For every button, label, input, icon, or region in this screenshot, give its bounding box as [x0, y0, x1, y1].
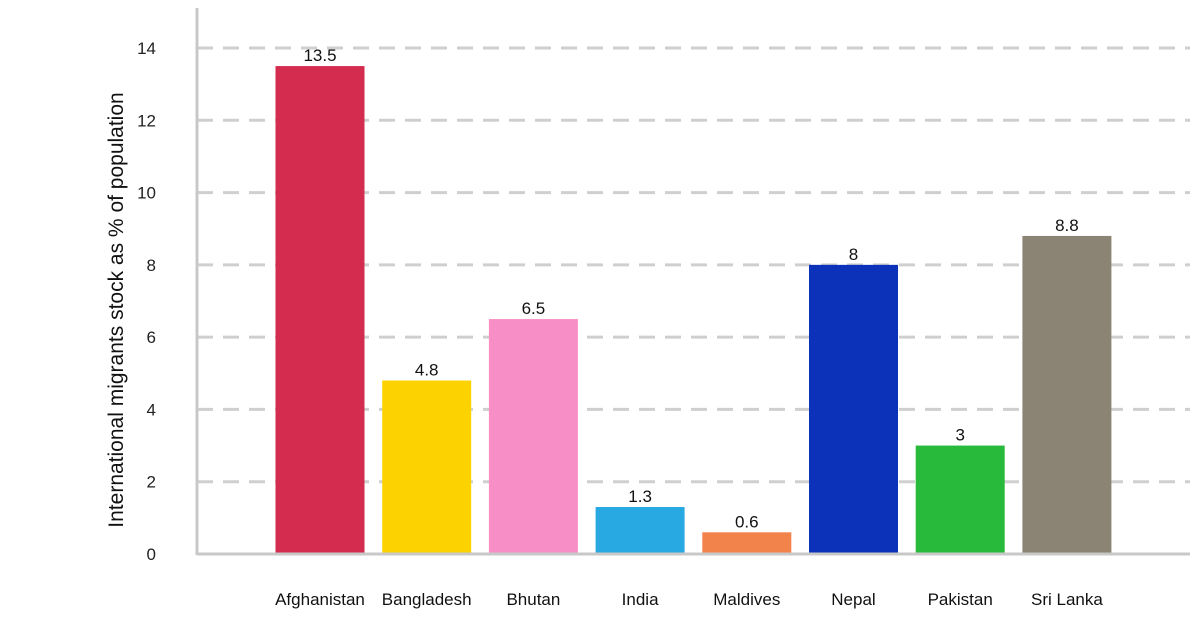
y-tick-label: 6: [147, 328, 156, 347]
bar: [809, 264, 898, 554]
data-label: 8.8: [1055, 216, 1079, 235]
y-tick-labels: 0 2 4 6 8 10 12 14: [137, 39, 156, 564]
x-tick-label: India: [622, 590, 659, 609]
bar: [702, 532, 792, 554]
x-tick-label: Pakistan: [928, 590, 993, 609]
bar: [488, 319, 578, 554]
x-tick-label: Sri Lanka: [1031, 590, 1103, 609]
data-label: 6.5: [522, 299, 546, 318]
x-tick-label: Bhutan: [506, 590, 560, 609]
y-tick-label: 10: [137, 184, 156, 203]
bar: [595, 507, 685, 554]
y-axis-title: International migrants stock as % of pop…: [105, 92, 128, 527]
bar: [382, 380, 472, 554]
bar: [1022, 235, 1112, 554]
y-tick-label: 8: [147, 256, 156, 275]
x-tick-label: Bangladesh: [382, 590, 472, 609]
y-tick-label: 4: [147, 400, 156, 419]
bars: [275, 66, 1112, 555]
x-tick-labels: Afghanistan Bangladesh Bhutan India Maldives…: [275, 590, 1103, 609]
y-tick-label: 2: [147, 473, 156, 492]
y-tick-label: 12: [137, 111, 156, 130]
bar: [915, 445, 1005, 554]
y-tick-label: 14: [137, 39, 156, 58]
data-labels: 13.5 4.8 6.5 1.3 0.6 8 3 8.8: [303, 46, 1078, 531]
data-label: 8: [849, 245, 858, 264]
y-tick-label: 0: [147, 545, 156, 564]
data-label: 3: [955, 426, 964, 445]
data-label: 13.5: [303, 46, 336, 65]
data-label: 1.3: [628, 487, 652, 506]
x-tick-label: Maldives: [713, 590, 780, 609]
x-tick-label: Nepal: [831, 590, 875, 609]
bar: [275, 66, 365, 555]
data-label: 4.8: [415, 361, 439, 380]
data-label: 0.6: [735, 512, 759, 531]
x-tick-label: Afghanistan: [275, 590, 365, 609]
